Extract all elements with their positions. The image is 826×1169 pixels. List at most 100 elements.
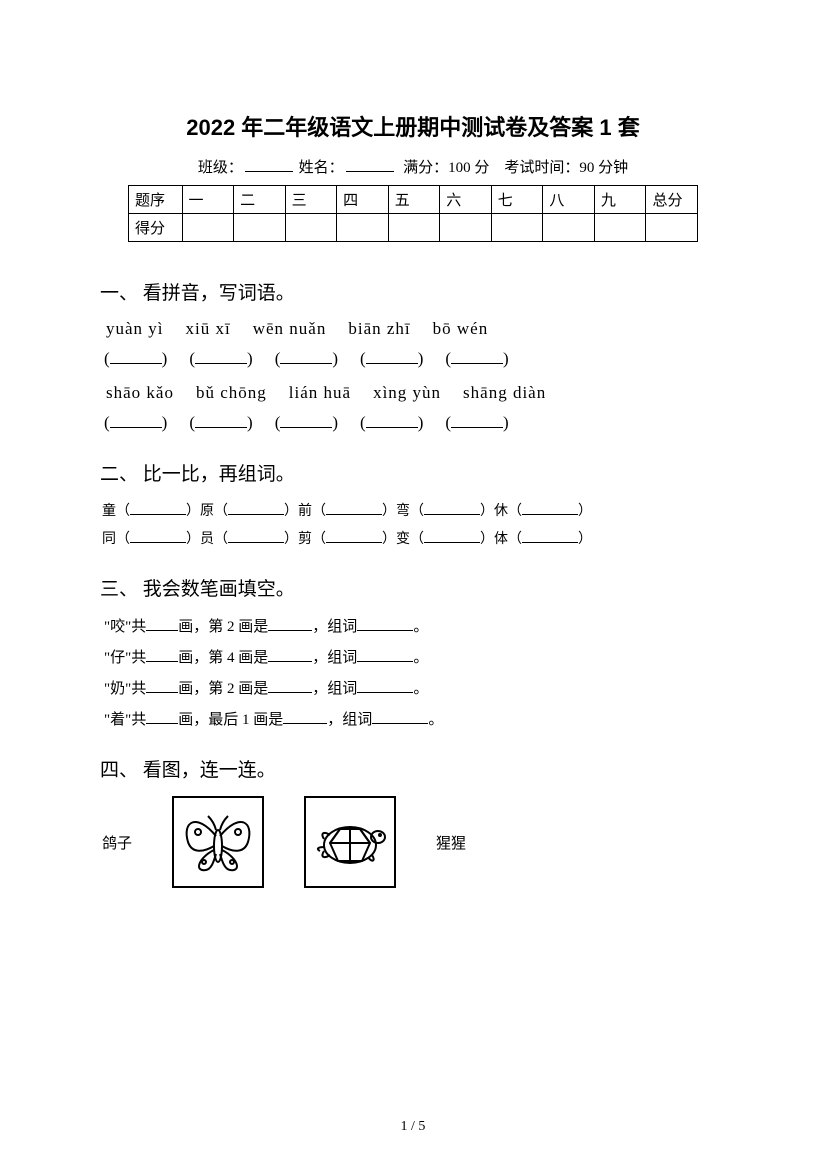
time-value: 90 分钟 [579, 160, 628, 176]
answer-blank[interactable] [357, 619, 413, 631]
answer-blank[interactable]: () [360, 413, 423, 433]
answer-blank[interactable]: () [189, 413, 252, 433]
name-label: 姓名： [299, 160, 344, 176]
class-blank[interactable] [245, 158, 293, 172]
stroke-line: "仔"共画，第 4 画是，组词。 [100, 646, 726, 667]
pinyin: bǔ chōng [196, 383, 267, 403]
char: 着 [110, 712, 125, 728]
blank-row: () () () () () [100, 413, 726, 433]
answer-blank[interactable] [424, 503, 480, 515]
cell[interactable] [646, 214, 698, 242]
connect-label-left: 鸽子 [102, 832, 132, 853]
part: 第 2 画是 [208, 681, 268, 697]
answer-blank[interactable] [326, 531, 382, 543]
pinyin: shāng diàn [463, 383, 546, 403]
cell: 题序 [129, 186, 183, 214]
turtle-icon [310, 807, 390, 877]
cell[interactable] [388, 214, 440, 242]
stroke-line: "奶"共画，第 2 画是，组词。 [100, 677, 726, 698]
answer-blank[interactable] [146, 681, 178, 693]
answer-blank[interactable] [268, 650, 312, 662]
compare-line: 童（）原（）前（）弯（）休（） [100, 500, 726, 520]
char: 童 [102, 504, 116, 519]
pinyin: bō wén [433, 319, 489, 339]
char: 同 [102, 532, 116, 547]
answer-blank[interactable] [522, 531, 578, 543]
connect-label-right: 猩猩 [436, 832, 466, 853]
char: 员 [200, 532, 214, 547]
answer-blank[interactable] [228, 503, 284, 515]
answer-blank[interactable] [424, 531, 480, 543]
answer-blank[interactable]: () [275, 413, 338, 433]
pinyin: lián huā [289, 383, 351, 403]
answer-blank[interactable]: () [189, 349, 252, 369]
name-blank[interactable] [346, 158, 394, 172]
answer-blank[interactable] [357, 681, 413, 693]
answer-blank[interactable] [357, 650, 413, 662]
char: 休 [494, 504, 508, 519]
cell: 六 [440, 186, 492, 214]
answer-blank[interactable]: () [445, 413, 508, 433]
answer-blank[interactable] [146, 619, 178, 631]
stroke-line: "咬"共画，第 2 画是，组词。 [100, 615, 726, 636]
pinyin: xìng yùn [373, 383, 441, 403]
class-label: 班级： [198, 160, 243, 176]
time-label: 考试时间： [504, 160, 579, 176]
section-4-title: 四、 看图，连一连。 [100, 755, 726, 782]
char: 仔 [110, 650, 125, 666]
table-row: 题序 一 二 三 四 五 六 七 八 九 总分 [129, 186, 698, 214]
butterfly-image [172, 796, 264, 888]
answer-blank[interactable] [283, 712, 327, 724]
answer-blank[interactable]: () [104, 413, 167, 433]
part: 第 4 画是 [208, 650, 268, 666]
answer-blank[interactable] [522, 503, 578, 515]
score-table: 题序 一 二 三 四 五 六 七 八 九 总分 得分 [128, 185, 698, 242]
cell: 二 [234, 186, 286, 214]
cell: 总分 [646, 186, 698, 214]
answer-blank[interactable] [146, 650, 178, 662]
pinyin-row: shāo kǎo bǔ chōng lián huā xìng yùn shān… [100, 383, 726, 403]
answer-blank[interactable]: () [275, 349, 338, 369]
cell: 四 [337, 186, 389, 214]
page-number: 1 / 5 [0, 1119, 826, 1135]
cell: 三 [285, 186, 337, 214]
cell[interactable] [337, 214, 389, 242]
char: 剪 [298, 532, 312, 547]
char: 变 [396, 532, 410, 547]
answer-blank[interactable]: () [360, 349, 423, 369]
cell[interactable] [543, 214, 595, 242]
cell[interactable] [440, 214, 492, 242]
cell: 一 [182, 186, 234, 214]
cell[interactable] [234, 214, 286, 242]
pinyin-row: yuàn yì xiū xī wēn nuǎn biān zhī bō wén [100, 319, 726, 339]
cell: 七 [491, 186, 543, 214]
pinyin: xiū xī [186, 319, 231, 339]
char: 弯 [396, 504, 410, 519]
pinyin: yuàn yì [106, 319, 164, 339]
cell[interactable] [182, 214, 234, 242]
pinyin: wēn nuǎn [253, 319, 327, 339]
char: 原 [200, 504, 214, 519]
answer-blank[interactable] [130, 503, 186, 515]
answer-blank[interactable] [326, 503, 382, 515]
answer-blank[interactable] [268, 681, 312, 693]
full-value: 100 分 [448, 160, 489, 176]
answer-blank[interactable]: () [104, 349, 167, 369]
butterfly-icon [178, 802, 258, 882]
answer-blank[interactable] [130, 531, 186, 543]
answer-blank[interactable] [228, 531, 284, 543]
answer-blank[interactable] [146, 712, 178, 724]
cell[interactable] [285, 214, 337, 242]
answer-blank[interactable] [372, 712, 428, 724]
answer-blank[interactable] [268, 619, 312, 631]
part: 最后 1 画是 [208, 712, 283, 728]
cell[interactable] [594, 214, 646, 242]
answer-blank[interactable]: () [445, 349, 508, 369]
turtle-image [304, 796, 396, 888]
cell: 得分 [129, 214, 183, 242]
table-row: 得分 [129, 214, 698, 242]
blank-row: () () () () () [100, 349, 726, 369]
page-title: 2022 年二年级语文上册期中测试卷及答案 1 套 [100, 110, 726, 142]
cell: 五 [388, 186, 440, 214]
cell[interactable] [491, 214, 543, 242]
